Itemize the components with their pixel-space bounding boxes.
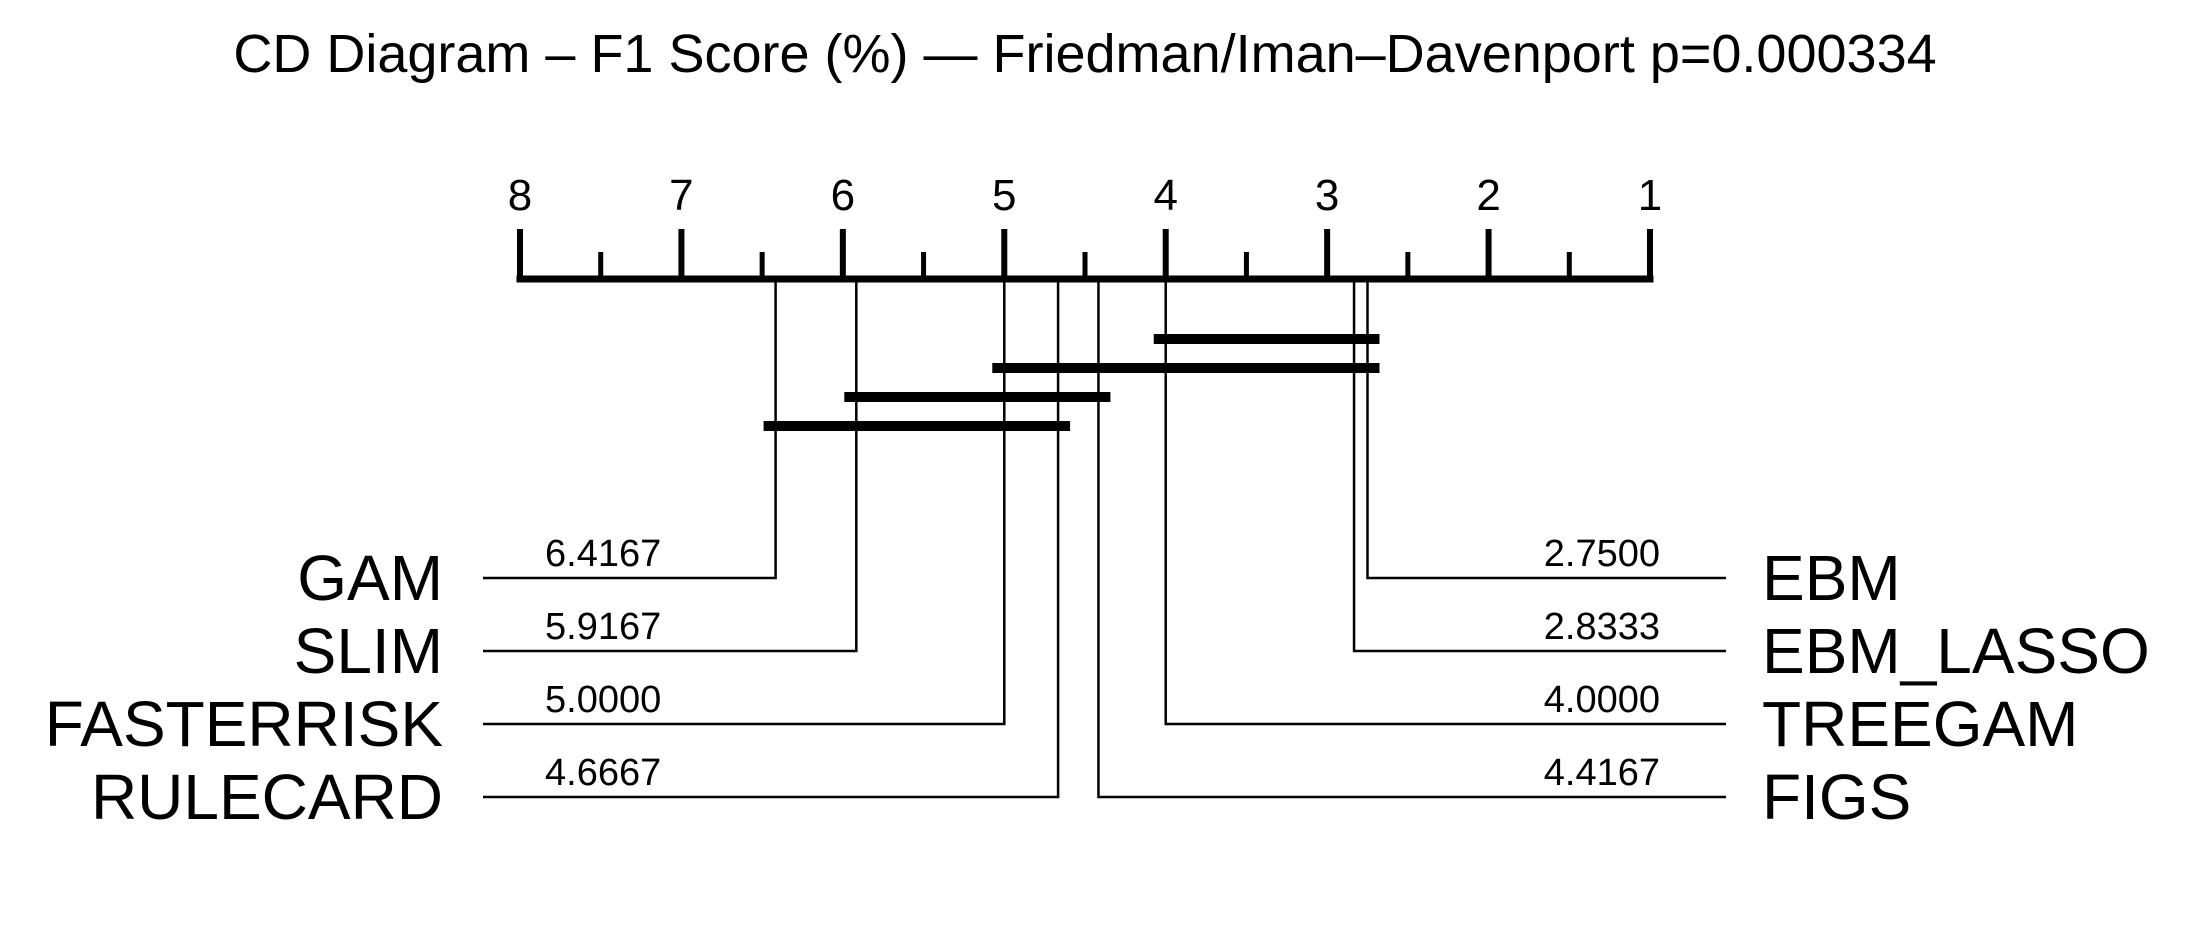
method-connector: [1366, 279, 1726, 580]
method-name: TREEGAM: [1762, 688, 2078, 760]
method-connector: [1352, 279, 1726, 653]
method-connector: [483, 279, 777, 580]
method-connector: [1097, 279, 1726, 799]
method-entries: 6.4167 GAM 5.9167 SLIM 5.0000 FASTERRISK 4.666…: [45, 279, 2150, 833]
method-name: EBM: [1762, 542, 1901, 614]
tick-label: 1: [1638, 171, 1662, 220]
tick-label: 6: [831, 171, 855, 220]
rank-value: 2.7500: [1544, 533, 1660, 575]
rank-value: 2.8333: [1544, 606, 1660, 648]
tick-label: 8: [508, 171, 532, 220]
rank-value: 4.0000: [1544, 679, 1660, 721]
rank-axis: 8 7 6 5 4 3 2 1: [508, 171, 1662, 283]
method-connector: [1164, 279, 1726, 726]
method-name: FIGS: [1762, 761, 1911, 833]
tick-label: 7: [669, 171, 693, 220]
rank-value: 5.9167: [545, 606, 661, 648]
method-connector: [483, 279, 1060, 799]
method-name: SLIM: [294, 615, 443, 687]
method-connector: [483, 279, 1006, 726]
tick-label: 5: [992, 171, 1016, 220]
tick-label: 2: [1476, 171, 1500, 220]
method-name: RULECARD: [91, 761, 443, 833]
diagram-title: CD Diagram – F1 Score (%) — Friedman/Ima…: [233, 24, 1936, 84]
rank-value: 6.4167: [545, 533, 661, 575]
method-connector: [483, 279, 858, 653]
method-name: EBM_LASSO: [1762, 615, 2150, 687]
rank-value: 4.4167: [1544, 752, 1660, 794]
tick-label: 3: [1315, 171, 1339, 220]
method-name: GAM: [297, 542, 443, 614]
rank-value: 4.6667: [545, 752, 661, 794]
tick-label: 4: [1153, 171, 1177, 220]
method-name: FASTERRISK: [45, 688, 443, 760]
clique-bars: [763, 334, 1380, 431]
rank-value: 5.0000: [545, 679, 661, 721]
